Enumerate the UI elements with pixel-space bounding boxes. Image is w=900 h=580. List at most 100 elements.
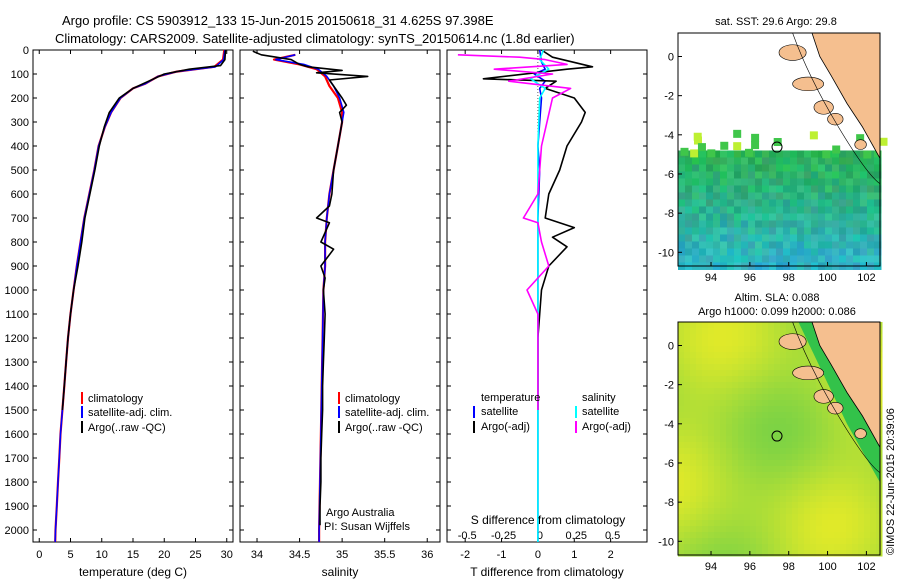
sla-cell [828,442,835,449]
sla-cell [858,550,865,557]
sla-cell [714,532,721,539]
sla-cell [804,424,811,431]
sst-cell [741,248,749,256]
sla-cell [738,364,745,371]
sla-cell [750,364,757,371]
sla-cell [732,478,739,485]
sla-cell [684,520,691,527]
sla-cell [756,448,763,455]
sla-cell [696,454,703,461]
sla-cell [762,358,769,365]
sla-cell [768,460,775,467]
map-xtick-label: 96 [744,272,756,284]
sla-cell [732,370,739,377]
sla-cell [678,430,685,437]
sla-cell [834,418,841,425]
salinity-legend: climatology satellite-adj. clim. Argo(..… [338,392,429,434]
sla-cell [774,328,781,335]
sla-cell [786,406,793,413]
series-line-salinity-argo-adj- [457,54,572,410]
sla-cell [756,484,763,491]
sst-cell [776,206,784,214]
sla-cell [726,526,733,533]
sst-cell [713,178,721,186]
sla-cell [774,454,781,461]
sla-cell [768,370,775,377]
sla-cell [726,442,733,449]
sla-cell [738,442,745,449]
sst-cell [790,185,798,193]
sla-cell [804,538,811,545]
sla-cell [732,526,739,533]
series-line-temperature-argo-adj- [482,49,594,410]
sla-cell [708,358,715,365]
sla-cell [690,370,697,377]
sst-cell [678,157,686,165]
sst-cell [769,150,777,158]
sla-cell [732,448,739,455]
sst-cell [734,248,742,256]
sst-cell [741,220,749,228]
sla-cell [678,394,685,401]
sla-cell [756,418,763,425]
sla-cell [792,526,799,533]
sla-cell [804,544,811,551]
sla-cell [732,466,739,473]
sla-cell [834,508,841,515]
sst-cell [720,185,728,193]
sla-cell [786,400,793,407]
sst-cell [811,192,819,200]
sla-cell [708,352,715,359]
sst-cell [713,157,721,165]
sla-cell [678,508,685,515]
sla-cell [714,538,721,545]
sla-cell [840,430,847,437]
sla-cell [750,322,757,329]
sla-cell [822,478,829,485]
sla-cell [696,394,703,401]
sla-cell [750,532,757,539]
sla-cell [810,544,817,551]
sla-cell [786,472,793,479]
sla-cell [720,328,727,335]
sst-cell [755,248,763,256]
sst-cell [755,206,763,214]
sla-cell [750,346,757,353]
sst-cell [867,171,875,179]
sst-cell [713,164,721,172]
sla-cell [690,346,697,353]
sst-cell [713,255,721,263]
sla-cell [732,364,739,371]
sla-cell [732,520,739,527]
sst-cell [755,157,763,165]
sla-cell [852,472,859,479]
sst-cell [755,185,763,193]
sla-cell [732,496,739,503]
float-location-marker [771,430,783,442]
s-difference-tick-label: -0.25 [491,530,516,542]
sla-cell [696,496,703,503]
sla-cell [828,448,835,455]
sst-cell [741,255,749,263]
sla-cell [726,394,733,401]
sla-cell [792,352,799,359]
sla-cell [780,532,787,539]
sla-cell [828,460,835,467]
sla-cell [690,382,697,389]
sla-cell [816,532,823,539]
sla-cell [798,412,805,419]
sst-cell [748,213,756,221]
sst-cell [874,241,882,249]
sla-cell [774,358,781,365]
sla-cell [726,472,733,479]
sla-cell [798,496,805,503]
sla-cell [804,388,811,395]
sst-cell [699,185,707,193]
sla-cell [714,394,721,401]
sla-cell [684,340,691,347]
sla-cell [864,520,871,527]
sla-cell [858,508,865,515]
sst-cell [839,185,847,193]
sst-cell [790,199,798,207]
